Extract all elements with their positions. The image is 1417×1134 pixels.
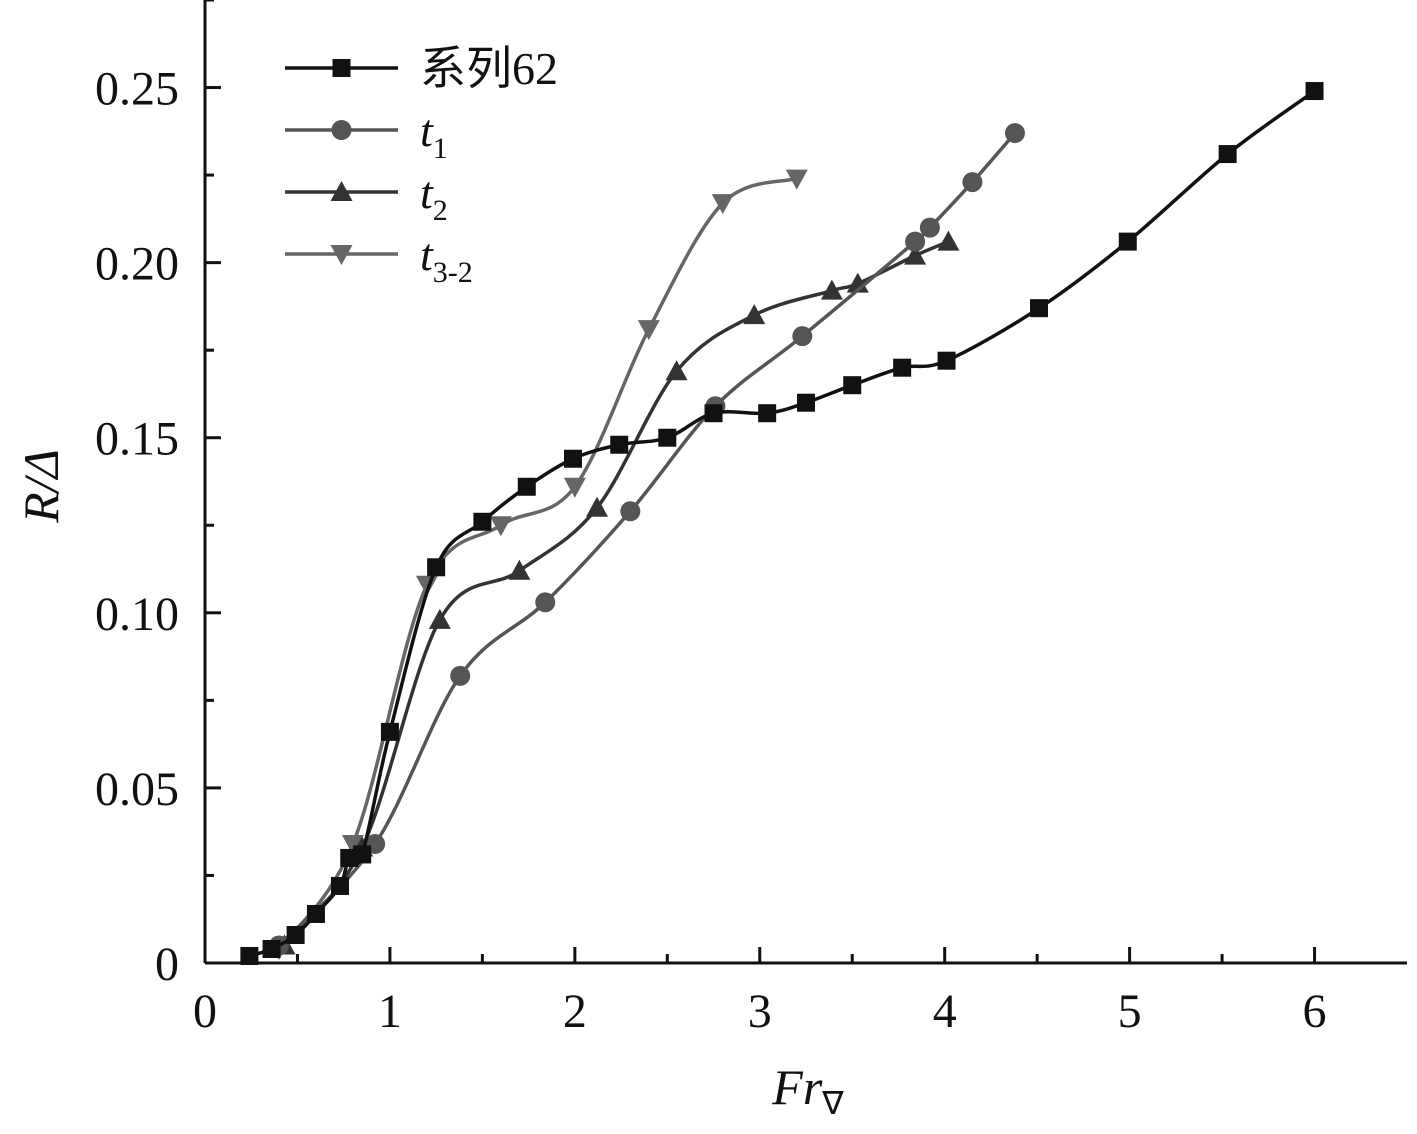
legend-item: t3-2 xyxy=(285,229,473,289)
series-layer xyxy=(240,82,1324,965)
data-point xyxy=(820,279,843,300)
data-point xyxy=(586,496,609,517)
legend-marker xyxy=(330,245,353,265)
data-point xyxy=(330,876,349,895)
data-point xyxy=(792,326,813,347)
data-point xyxy=(563,477,586,498)
data-point xyxy=(262,939,281,958)
data-point xyxy=(843,376,862,395)
data-point xyxy=(620,501,641,522)
x-tick-label: 4 xyxy=(933,985,957,1038)
data-point xyxy=(489,516,512,537)
y-tick-label: 0 xyxy=(155,938,179,991)
legend-item: 系列62 xyxy=(285,43,558,94)
data-point xyxy=(797,393,815,412)
y-tick-label: 0.20 xyxy=(95,238,179,291)
data-point xyxy=(1305,82,1324,101)
data-point xyxy=(341,834,364,855)
data-point xyxy=(306,904,325,923)
legend-marker xyxy=(330,181,353,201)
x-axis-title-subscript: ∇ xyxy=(821,1085,844,1121)
series-系列62 xyxy=(240,82,1324,965)
data-point xyxy=(904,244,927,265)
data-point xyxy=(962,172,983,193)
x-tick-label: 0 xyxy=(193,985,217,1038)
legend-label-subscript: 2 xyxy=(433,194,448,227)
legend-label-base: t xyxy=(420,105,434,156)
data-point xyxy=(711,194,734,215)
data-point xyxy=(785,169,808,190)
series-t2 xyxy=(273,230,960,955)
data-point xyxy=(704,404,723,423)
legend-label-base: t xyxy=(420,167,434,218)
x-tick-label: 5 xyxy=(1118,985,1142,1038)
data-point xyxy=(1118,232,1137,251)
data-point xyxy=(743,304,766,325)
data-point xyxy=(427,558,446,577)
data-point xyxy=(286,925,305,944)
data-point xyxy=(1030,299,1049,318)
data-point xyxy=(665,360,688,381)
data-point xyxy=(919,217,940,238)
series-line xyxy=(248,89,1316,958)
legend-item: t2 xyxy=(285,167,448,227)
data-point xyxy=(535,592,556,613)
data-point xyxy=(508,559,531,580)
legend-marker xyxy=(332,59,351,77)
y-tick-label: 0.25 xyxy=(95,63,179,116)
data-point xyxy=(563,449,582,468)
data-point xyxy=(758,404,777,423)
ticks: 0 1 2 3 4 5 6 0 0.05 0.10 0.15 0.20 0.25 xyxy=(95,0,1327,1038)
y-tick-label: 0.05 xyxy=(95,763,179,816)
x-tick-label: 3 xyxy=(748,985,772,1038)
x-tick-label: 1 xyxy=(378,985,402,1038)
y-tick-label: 0.15 xyxy=(95,413,179,466)
data-point xyxy=(893,358,912,377)
data-point xyxy=(658,428,677,447)
data-point xyxy=(450,665,471,686)
legend-label-base: t xyxy=(420,229,434,280)
data-point xyxy=(937,230,960,251)
data-point xyxy=(610,435,629,454)
y-axis-title: R/Δ xyxy=(13,449,69,524)
x-tick-label: 6 xyxy=(1303,985,1327,1038)
legend-marker xyxy=(331,120,352,140)
data-point xyxy=(240,946,259,965)
data-point xyxy=(517,477,536,496)
x-tick-label: 2 xyxy=(563,985,587,1038)
data-point xyxy=(353,845,372,864)
x-axis-title: Fr∇ xyxy=(771,1059,844,1121)
series-line xyxy=(277,176,798,951)
data-point xyxy=(905,231,926,252)
data-point xyxy=(380,722,399,741)
legend-label: t1 xyxy=(420,105,448,165)
axes xyxy=(203,0,1407,965)
data-point xyxy=(937,351,956,370)
legend-label: 系列62 xyxy=(420,43,558,94)
data-point xyxy=(428,608,451,629)
legend-label: t3-2 xyxy=(420,229,473,289)
data-point xyxy=(637,320,660,341)
data-point xyxy=(1218,145,1237,164)
y-tick-label: 0.10 xyxy=(95,588,179,641)
legend-label-subscript: 1 xyxy=(433,132,448,165)
legend-label-subscript: 3-2 xyxy=(433,256,473,289)
series-t3-2 xyxy=(267,169,808,960)
data-point xyxy=(1004,123,1025,144)
legend-label: t2 xyxy=(420,167,448,227)
data-point xyxy=(473,512,492,531)
series-t1 xyxy=(268,123,1025,956)
legend-item: t1 xyxy=(285,105,448,165)
